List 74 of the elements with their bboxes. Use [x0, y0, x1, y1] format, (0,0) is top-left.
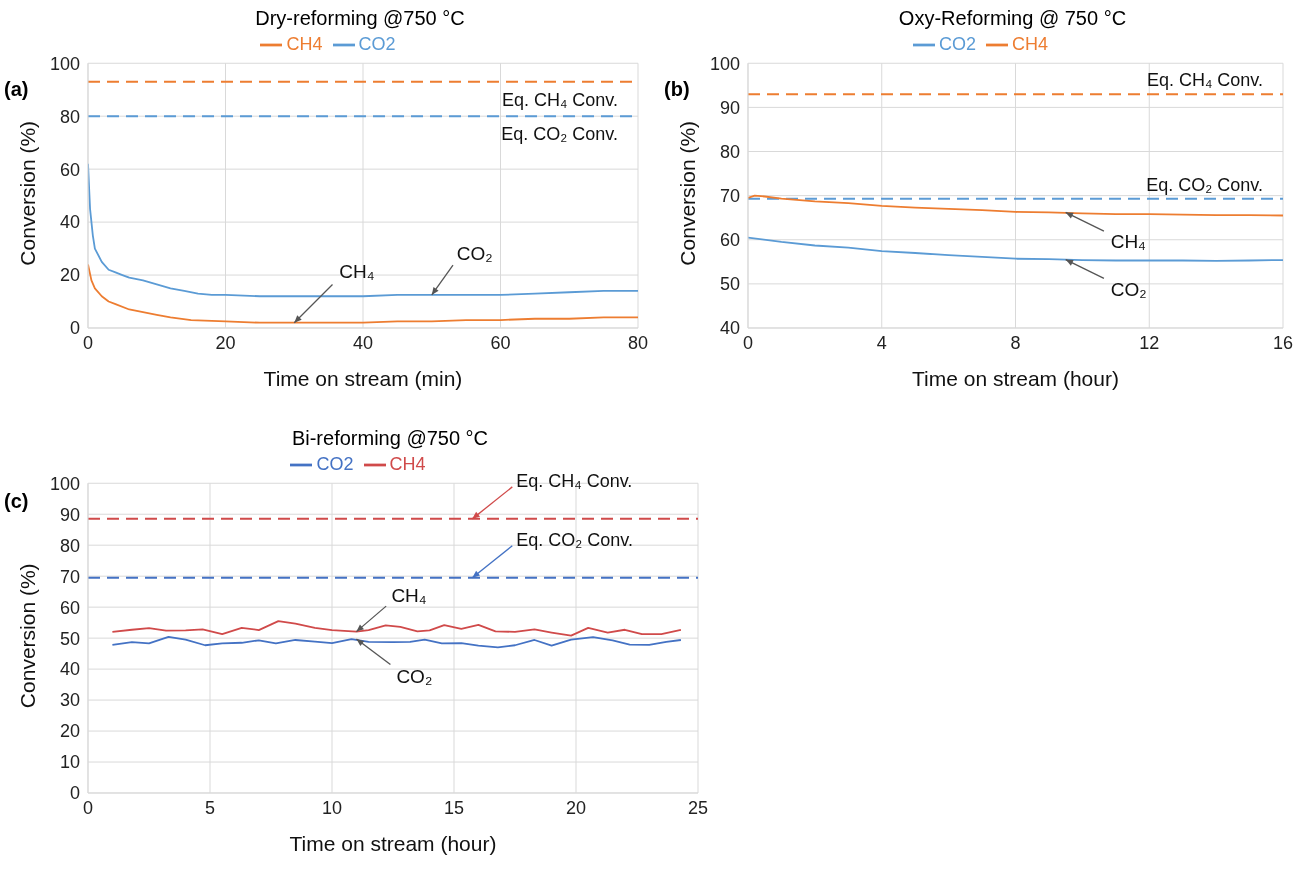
y-tick-label: 50 — [59, 628, 80, 649]
y-axis-title: Conversion (%) — [676, 120, 700, 266]
x-tick-label: 8 — [1010, 332, 1021, 353]
x-tick-label: 60 — [490, 332, 511, 353]
y-tick-label: 40 — [719, 318, 740, 339]
y-tick-label: 0 — [69, 783, 80, 804]
y-tick-label: 80 — [59, 106, 80, 127]
x-tick-label: 15 — [443, 797, 465, 818]
y-tick-label: 90 — [59, 504, 80, 525]
x-tick-label: 4 — [876, 332, 887, 353]
y-tick-label: 100 — [49, 473, 80, 494]
text: (a) — [4, 78, 29, 101]
y-tick-label: 20 — [59, 721, 80, 742]
annotation: CO₂ — [396, 666, 433, 688]
y-tick-label: 70 — [719, 186, 740, 207]
annotation: CH₄ — [339, 260, 375, 282]
x-tick-label: 25 — [687, 797, 709, 818]
y-tick-label: 30 — [59, 690, 80, 711]
ref-line-label: Eq. CH₄ Conv. — [1146, 70, 1263, 91]
y-tick-label: 10 — [59, 752, 80, 773]
x-tick-label: 12 — [1139, 332, 1160, 353]
chart-title: Oxy-Reforming @ 750 °C — [898, 7, 1127, 29]
y-tick-label: 100 — [709, 53, 740, 74]
x-tick-label: 5 — [204, 797, 216, 818]
line-series — [748, 236, 1283, 262]
x-tick-label: 16 — [1272, 332, 1294, 353]
y-tick-label: 50 — [719, 274, 740, 295]
y-tick-label: 100 — [49, 53, 80, 74]
annotation: CO₂ — [456, 242, 493, 264]
x-tick-label: 20 — [565, 797, 587, 818]
y-axis-title: Conversion (%) — [16, 120, 40, 266]
line-series — [111, 620, 682, 637]
ref-line-label: Eq. CO₂ Conv. — [1146, 174, 1263, 195]
y-tick-label: 60 — [59, 159, 80, 180]
x-tick-label: 0 — [742, 332, 754, 353]
y-tick-label: 0 — [69, 318, 80, 339]
legend-label: CO2 — [938, 34, 976, 54]
x-tick-label: 0 — [82, 332, 94, 353]
ref-line-label: Eq. CO₂ Conv. — [516, 529, 633, 550]
y-tick-label: 80 — [59, 535, 80, 556]
chart-title: Bi-reforming @750 °C — [291, 427, 489, 449]
text: (c) — [4, 490, 29, 513]
legend-label: CH4 — [389, 454, 426, 474]
x-tick-label: 20 — [215, 332, 236, 353]
legend-label: CH4 — [286, 34, 323, 54]
text: (b) — [664, 78, 690, 101]
annotation: CH₄ — [1110, 231, 1147, 253]
x-axis-title: Time on stream (hour) — [912, 367, 1119, 390]
ref-line-label: Eq. CH₄ Conv. — [501, 89, 618, 110]
y-tick-label: 40 — [59, 212, 80, 233]
x-tick-label: 10 — [321, 797, 343, 818]
line-series — [111, 635, 682, 649]
x-axis-title: Time on stream (min) — [263, 367, 463, 390]
annotation: CO₂ — [1110, 278, 1147, 300]
y-tick-label: 70 — [59, 566, 80, 587]
y-tick-label: 40 — [59, 659, 80, 680]
y-tick-label: 60 — [719, 230, 740, 251]
x-tick-label: 0 — [82, 797, 94, 818]
y-tick-label: 60 — [59, 597, 80, 618]
line-series — [748, 194, 1283, 217]
ref-line-label: Eq. CO₂ Conv. — [501, 124, 618, 145]
y-axis-title: Conversion (%) — [16, 563, 40, 709]
x-tick-label: 40 — [352, 332, 374, 353]
legend-label: CH4 — [1012, 34, 1049, 54]
ref-line-label: Eq. CH₄ Conv. — [516, 470, 633, 491]
y-tick-label: 80 — [719, 141, 740, 162]
y-tick-label: 20 — [59, 265, 80, 286]
y-tick-label: 90 — [719, 97, 740, 118]
x-axis-title: Time on stream (hour) — [289, 832, 497, 855]
annotation: CH₄ — [391, 584, 427, 606]
legend-label: CO2 — [316, 454, 354, 474]
chart-title: Dry-reforming @750 °C — [255, 7, 465, 29]
x-tick-label: 80 — [627, 332, 649, 353]
legend-label: CO2 — [358, 34, 396, 54]
